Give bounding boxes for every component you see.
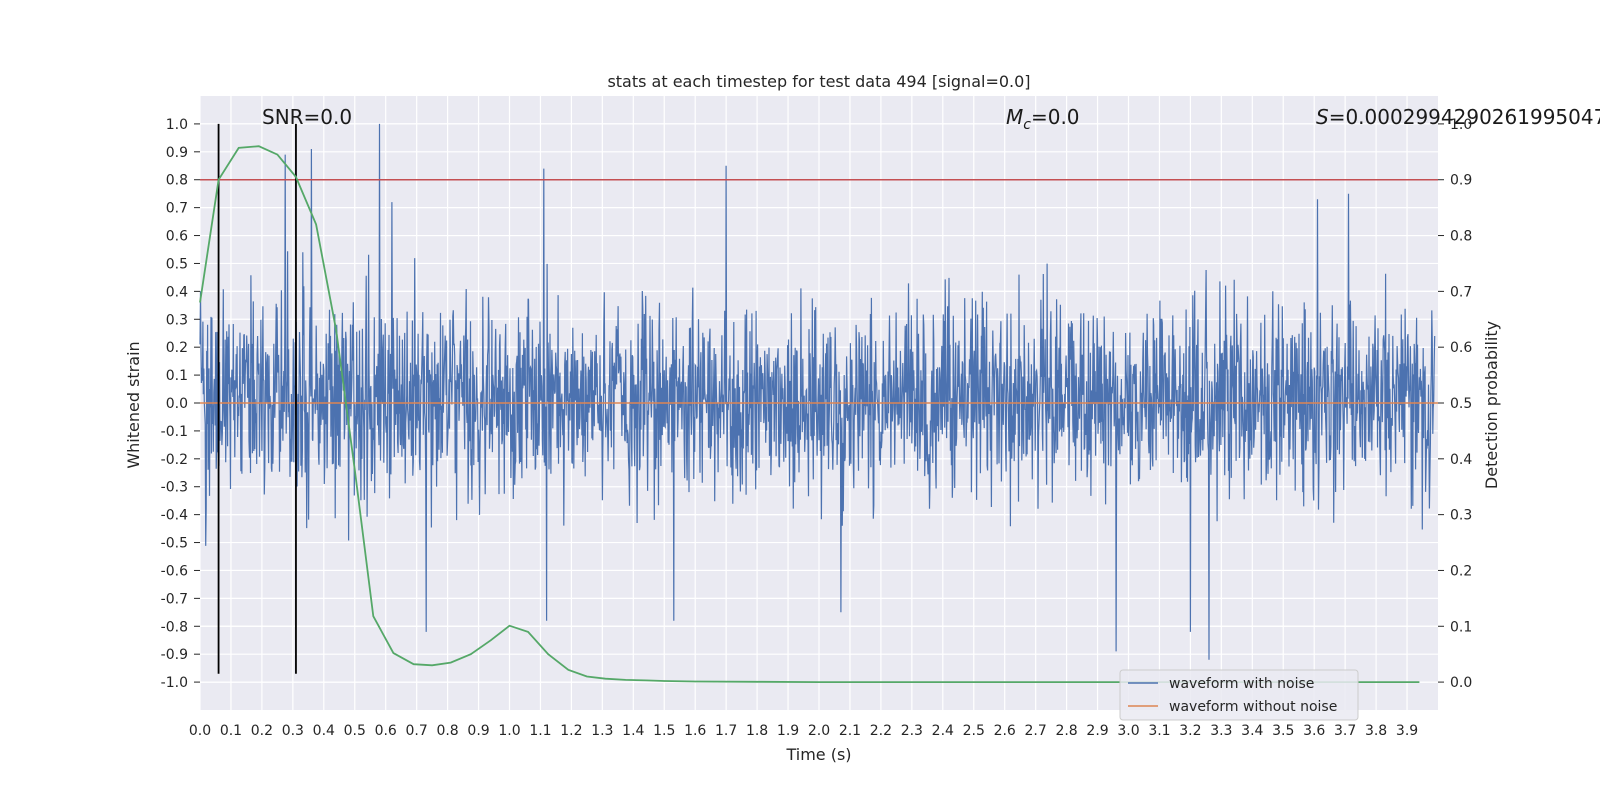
x-tick-label: 3.6 bbox=[1303, 723, 1325, 739]
y-tick-label: 0.3 bbox=[166, 312, 188, 328]
x-tick-label: 1.1 bbox=[529, 723, 551, 739]
x-tick-label: 1.4 bbox=[622, 723, 644, 739]
x-tick-label: 0.6 bbox=[375, 723, 397, 739]
right-y-tick-label: 0.6 bbox=[1450, 340, 1472, 356]
y-tick-label: -0.6 bbox=[161, 563, 188, 579]
s-symbol: S bbox=[1316, 105, 1329, 129]
y-tick-label: -0.4 bbox=[161, 508, 188, 524]
snr-annotation: SNR=0.0 bbox=[262, 105, 352, 129]
y-tick-label: -0.3 bbox=[161, 480, 188, 496]
mc-annotation: Mc=0.0 bbox=[1006, 105, 1080, 133]
x-tick-label: 0.8 bbox=[436, 723, 458, 739]
y-tick-label: -0.9 bbox=[161, 647, 188, 663]
legend-box bbox=[1119, 669, 1359, 721]
x-tick-label: 0.3 bbox=[282, 723, 304, 739]
mc-subscript: c bbox=[1023, 117, 1031, 133]
chart-title: stats at each timestep for test data 494… bbox=[607, 72, 1030, 91]
y-tick-label: -0.8 bbox=[161, 619, 188, 635]
x-tick-label: 0.7 bbox=[406, 723, 428, 739]
right-y-tick-label: 1.0 bbox=[1450, 117, 1472, 133]
x-tick-label: 2.7 bbox=[1025, 723, 1047, 739]
x-tick-label: 0.1 bbox=[220, 723, 242, 739]
y-tick-label: -0.1 bbox=[161, 424, 188, 440]
x-tick-label: 0.5 bbox=[344, 723, 366, 739]
y-tick-label: -1.0 bbox=[161, 675, 188, 691]
x-tick-label: 0.4 bbox=[313, 723, 335, 739]
x-tick-label: 3.4 bbox=[1241, 723, 1263, 739]
x-tick-label: 2.0 bbox=[808, 723, 830, 739]
y-axis-label: Whitened strain bbox=[124, 341, 143, 468]
x-tick-label: 1.6 bbox=[684, 723, 706, 739]
x-tick-label: 1.0 bbox=[498, 723, 520, 739]
legend: waveform with noise waveform without noi… bbox=[1119, 669, 1359, 721]
right-y-tick-label: 0.8 bbox=[1450, 229, 1472, 245]
y-tick-label: 0.6 bbox=[166, 229, 188, 245]
x-tick-label: 3.3 bbox=[1210, 723, 1232, 739]
y-tick-label: 0.7 bbox=[166, 201, 188, 217]
y-tick-label: -0.2 bbox=[161, 452, 188, 468]
y-tick-label: 1.0 bbox=[166, 117, 188, 133]
x-tick-label: 3.8 bbox=[1365, 723, 1387, 739]
y-tick-label: 0.1 bbox=[166, 368, 188, 384]
x-tick-label: 0.0 bbox=[189, 723, 211, 739]
x-tick-label: 1.7 bbox=[715, 723, 737, 739]
detection-probability-line bbox=[199, 145, 1420, 683]
x-tick-label: 1.5 bbox=[653, 723, 675, 739]
x-tick-label: 2.6 bbox=[994, 723, 1016, 739]
x-tick-label: 3.5 bbox=[1272, 723, 1294, 739]
y-tick-label: 0.0 bbox=[166, 396, 188, 412]
x-tick-label: 3.1 bbox=[1148, 723, 1170, 739]
x-tick-label: 2.4 bbox=[932, 723, 954, 739]
x-tick-label: 3.9 bbox=[1396, 723, 1418, 739]
waveform-with-noise-line bbox=[199, 123, 1436, 660]
x-tick-label: 3.0 bbox=[1117, 723, 1139, 739]
right-y-tick-label: 0.9 bbox=[1450, 173, 1472, 189]
x-tick-label: 0.2 bbox=[251, 723, 273, 739]
x-tick-label: 2.2 bbox=[870, 723, 892, 739]
right-y-tick-label: 0.0 bbox=[1450, 675, 1472, 691]
y-tick-labels: 1.0 0.9 0.8 0.7 0.6 0.5 0.4 0.3 0.2 0.1 0.0 -0.1 -0.… bbox=[161, 117, 200, 691]
x-tick-label: 2.5 bbox=[963, 723, 985, 739]
waveform-with-noise-path bbox=[199, 123, 1436, 660]
right-y-tick-label: 0.2 bbox=[1450, 563, 1472, 579]
right-y-tick-label: 0.5 bbox=[1450, 396, 1472, 412]
y-tick-label: 0.8 bbox=[166, 173, 188, 189]
x-tick-label: 3.7 bbox=[1334, 723, 1356, 739]
legend-label-noise: waveform with noise bbox=[1169, 676, 1314, 692]
x-axis-label: Time (s) bbox=[785, 745, 851, 764]
x-tick-label: 1.2 bbox=[560, 723, 582, 739]
y-tick-label: -0.7 bbox=[161, 591, 188, 607]
right-y-tick-label: 0.3 bbox=[1450, 508, 1472, 524]
y-tick-label: 0.4 bbox=[166, 284, 188, 300]
right-y-tick-label: 0.1 bbox=[1450, 619, 1472, 635]
y-tick-label: 0.9 bbox=[166, 145, 188, 161]
x-tick-label: 1.9 bbox=[777, 723, 799, 739]
x-tick-label: 2.9 bbox=[1086, 723, 1108, 739]
y-tick-label: -0.5 bbox=[161, 536, 188, 552]
y-tick-label: 0.2 bbox=[166, 340, 188, 356]
x-tick-label: 0.9 bbox=[467, 723, 489, 739]
x-tick-labels: 0.0 0.1 0.2 0.3 0.4 0.5 0.6 0.7 0.8 0.9 1.0 1.1 1.2 1… bbox=[189, 723, 1418, 739]
x-tick-label: 1.8 bbox=[746, 723, 768, 739]
series-layer bbox=[199, 123, 1438, 683]
right-y-axis-label: Detection probability bbox=[1482, 321, 1501, 489]
x-tick-label: 1.3 bbox=[591, 723, 613, 739]
legend-label-clean: waveform without noise bbox=[1169, 699, 1337, 715]
x-tick-label: 3.2 bbox=[1179, 723, 1201, 739]
mc-value: =0.0 bbox=[1031, 105, 1080, 129]
right-y-tick-labels: 1.0 0.9 0.8 0.7 0.6 0.5 0.4 0.3 0.2 0.1 0.0 bbox=[1438, 117, 1472, 691]
y-tick-label: 0.5 bbox=[166, 256, 188, 272]
s-value: =0.0002994290261995047 bbox=[1329, 105, 1600, 129]
x-tick-label: 2.3 bbox=[901, 723, 923, 739]
x-tick-label: 2.8 bbox=[1055, 723, 1077, 739]
right-y-tick-label: 0.7 bbox=[1450, 284, 1472, 300]
s-annotation: S=0.0002994290261995047 bbox=[1316, 105, 1600, 129]
right-y-tick-label: 0.4 bbox=[1450, 452, 1472, 468]
x-tick-label: 2.1 bbox=[839, 723, 861, 739]
mc-symbol: M bbox=[1006, 105, 1023, 129]
